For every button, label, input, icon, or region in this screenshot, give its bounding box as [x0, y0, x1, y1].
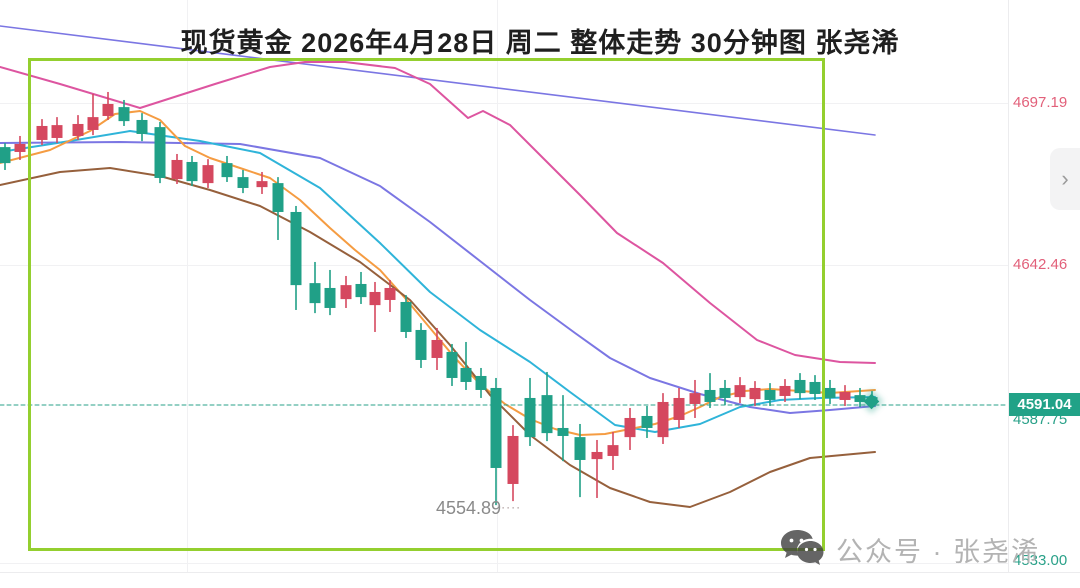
candle — [839, 391, 851, 400]
candle — [87, 117, 99, 130]
candle — [256, 181, 268, 188]
candle — [475, 375, 487, 390]
candle — [446, 351, 458, 378]
candle — [779, 385, 791, 396]
candle — [72, 123, 84, 136]
wechat-icon — [780, 528, 826, 571]
gridline-vertical — [187, 0, 188, 572]
candle — [607, 445, 619, 456]
candle — [824, 387, 836, 398]
watermark: 公众号 · 张尧浠 — [780, 528, 1040, 571]
current-price-badge: 4591.04 — [1009, 393, 1080, 416]
chevron-right-icon: › — [1061, 166, 1069, 191]
candle — [14, 143, 26, 152]
gridline-horizontal — [0, 265, 1008, 266]
candle — [51, 125, 63, 138]
candle — [574, 437, 586, 460]
candle — [290, 211, 302, 286]
series-upper_band — [0, 61, 876, 364]
candle — [591, 451, 603, 460]
candle — [734, 385, 746, 398]
candle — [524, 397, 536, 438]
low-dotted-line: ···· — [501, 500, 522, 514]
chart-title: 现货黄金 2026年4月28日 周二 整体走势 30分钟图 张尧浠 — [180, 28, 900, 58]
candle — [415, 329, 427, 360]
price-label-low: 4533.00 — [1013, 552, 1068, 569]
candle — [237, 177, 249, 188]
candle — [202, 165, 214, 184]
candle — [809, 381, 821, 394]
candle — [136, 119, 148, 134]
price-label-high: 4697.19 — [1013, 94, 1068, 111]
price-axis-separator — [1008, 0, 1009, 572]
candle — [400, 301, 412, 332]
candle — [854, 395, 866, 402]
candle — [624, 417, 636, 438]
candle — [340, 285, 352, 300]
candle — [171, 159, 183, 180]
candle — [36, 125, 48, 140]
gridline-horizontal — [0, 563, 1008, 564]
candle — [749, 387, 761, 400]
candle — [272, 183, 284, 212]
price-label-mid: 4642.46 — [1013, 256, 1068, 273]
candle — [355, 283, 367, 298]
candle — [657, 401, 669, 438]
candle — [541, 395, 553, 434]
time-axis-separator — [0, 572, 1080, 573]
candle — [689, 393, 701, 404]
candle — [186, 161, 198, 182]
session-low-value: 4554.89 — [436, 498, 502, 518]
candle — [704, 389, 716, 402]
candle — [460, 367, 472, 382]
candle — [369, 291, 381, 306]
series-ma_blue — [0, 141, 876, 414]
candle — [490, 387, 502, 468]
candle — [719, 387, 731, 398]
candle — [118, 107, 130, 122]
candle — [431, 339, 443, 358]
candle — [384, 287, 396, 300]
candle — [764, 389, 776, 400]
candle — [154, 127, 166, 178]
candle — [221, 163, 233, 178]
series-ma_cyan — [0, 130, 876, 433]
candle — [794, 379, 806, 394]
candle — [673, 397, 685, 420]
watermark-text: 公众号 · 张尧浠 — [836, 537, 1040, 567]
gridline-horizontal — [0, 103, 1008, 104]
candle — [309, 283, 321, 304]
candle — [0, 147, 11, 164]
candle — [507, 435, 519, 484]
candle — [557, 427, 569, 436]
expand-panel-button[interactable]: › — [1050, 148, 1080, 210]
candle — [641, 415, 653, 428]
gridline-vertical — [497, 0, 498, 572]
series-trendline — [0, 25, 876, 136]
candle — [102, 103, 114, 116]
candle — [324, 287, 336, 308]
session-low-annotation: 4554.89···· — [436, 498, 521, 519]
